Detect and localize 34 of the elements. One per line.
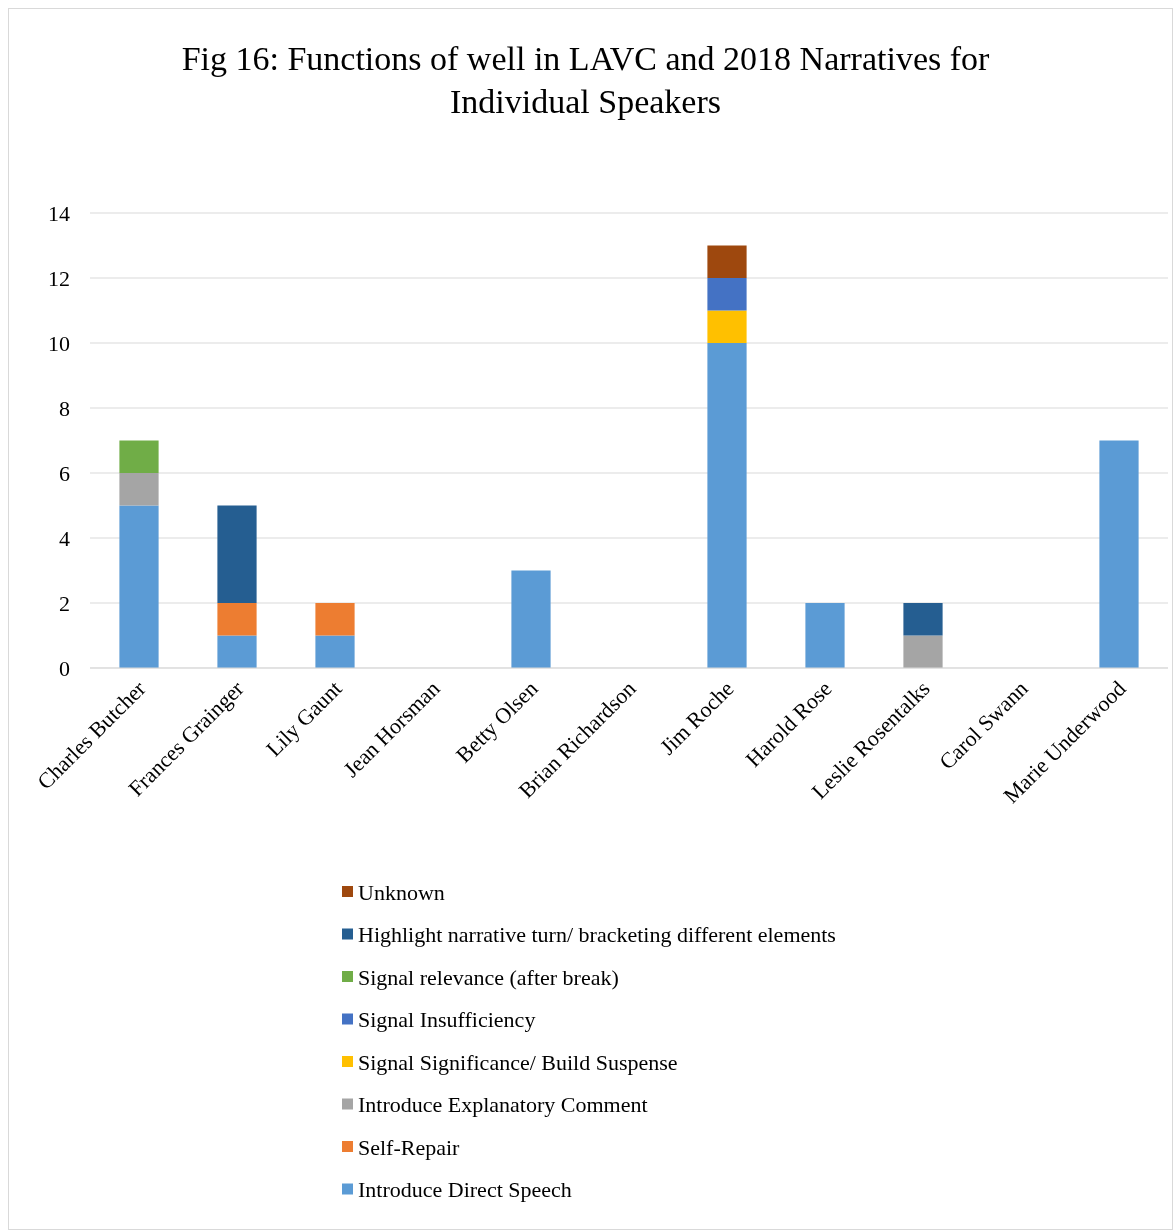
legend-label: Introduce Direct Speech [358,1177,572,1203]
legend-label: Introduce Explanatory Comment [358,1092,648,1118]
bar [707,310,747,343]
y-tick-label: 4 [59,525,70,551]
legend-label: Signal Insufficiency [358,1007,536,1033]
bar [119,505,159,668]
bar [217,635,257,668]
bar [315,635,355,668]
y-tick-label: 6 [59,460,70,486]
legend-label: Signal relevance (after break) [358,964,619,990]
y-tick-label: 10 [48,330,70,356]
bar [805,603,845,668]
y-tick-label: 0 [59,655,70,681]
legend-label: Self-Repair [358,1134,461,1160]
y-tick-label: 8 [59,395,70,421]
legend-label: Highlight narrative turn/ bracketing different elements [358,922,836,948]
bar [119,473,159,506]
y-tick-label: 14 [48,200,70,226]
bar [707,278,747,311]
legend-label: Signal Significance/ Build Suspense [358,1049,678,1075]
bar [707,245,747,278]
bar [903,603,943,636]
bar [903,635,943,668]
y-tick-label: 12 [48,265,70,291]
bar [511,570,551,668]
bar [119,440,159,473]
bar [1099,440,1139,668]
bar [217,505,257,603]
legend-label: Unknown [358,879,445,905]
y-tick-label: 2 [59,590,70,616]
bar [217,603,257,636]
bar [707,343,747,668]
chart-title: Fig 16: Functions of well in LAVC and 2018 Narratives for Individual Speakers [181,40,991,120]
bar [315,603,355,636]
